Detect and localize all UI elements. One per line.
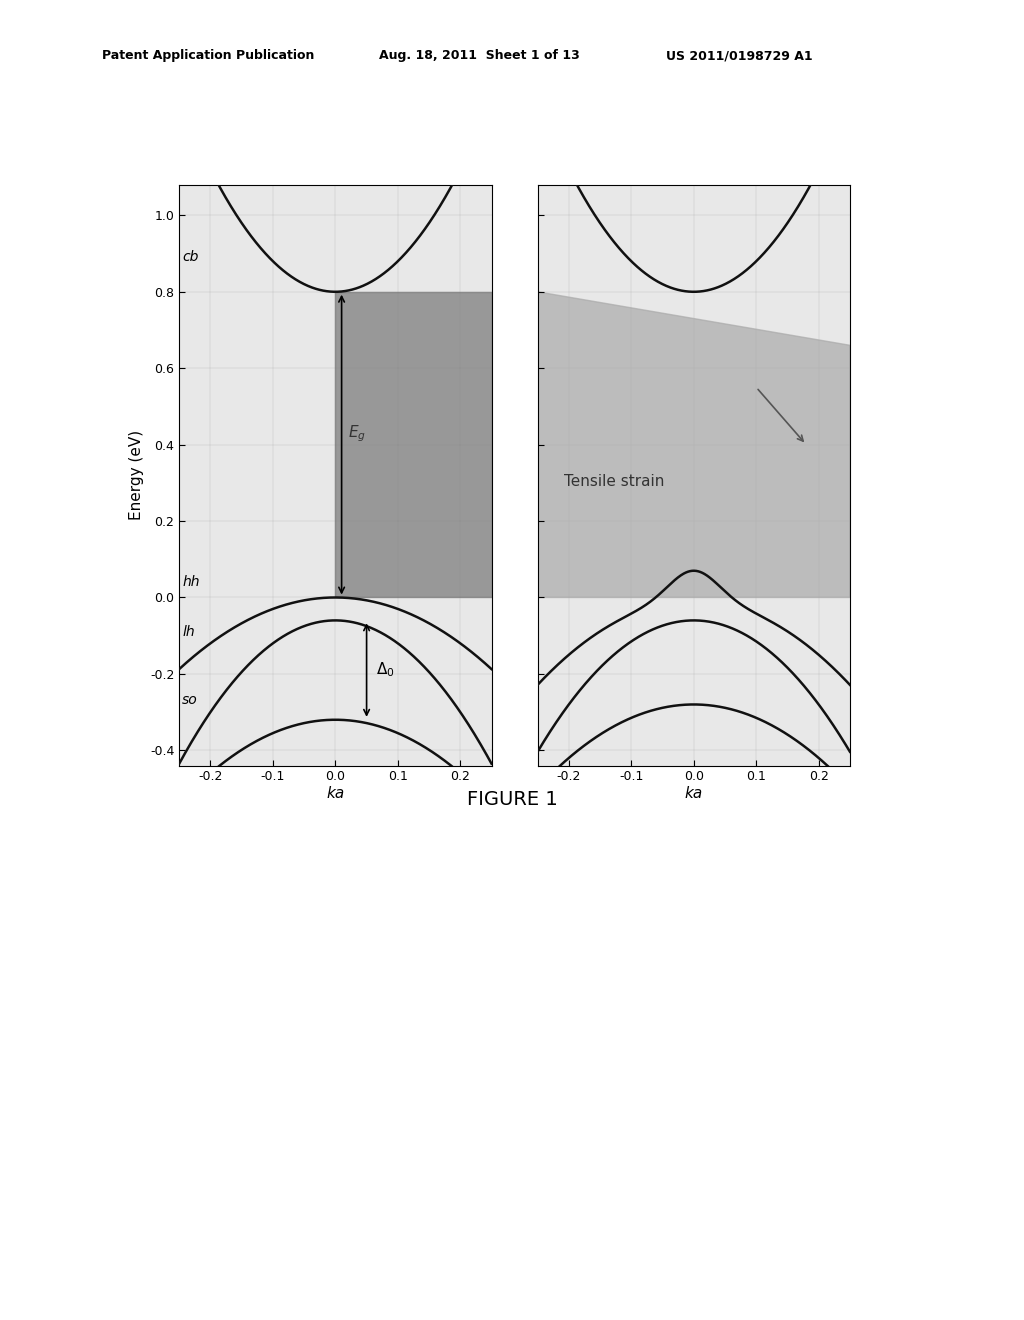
Text: $E_g$: $E_g$	[348, 424, 366, 444]
Text: Tensile strain: Tensile strain	[564, 474, 665, 490]
X-axis label: ka: ka	[327, 787, 344, 801]
Text: $\Delta_0$: $\Delta_0$	[376, 661, 394, 680]
Bar	[336, 292, 492, 598]
Text: Patent Application Publication: Patent Application Publication	[102, 49, 314, 62]
Text: hh: hh	[182, 576, 200, 589]
Text: FIGURE 1: FIGURE 1	[467, 791, 557, 809]
Polygon shape	[538, 292, 850, 598]
Text: Aug. 18, 2011  Sheet 1 of 13: Aug. 18, 2011 Sheet 1 of 13	[379, 49, 580, 62]
Text: US 2011/0198729 A1: US 2011/0198729 A1	[666, 49, 812, 62]
X-axis label: ka: ka	[685, 787, 702, 801]
Text: lh: lh	[182, 624, 195, 639]
Text: cb: cb	[182, 251, 199, 264]
Y-axis label: Energy (eV): Energy (eV)	[129, 430, 144, 520]
Text: so: so	[182, 693, 198, 708]
